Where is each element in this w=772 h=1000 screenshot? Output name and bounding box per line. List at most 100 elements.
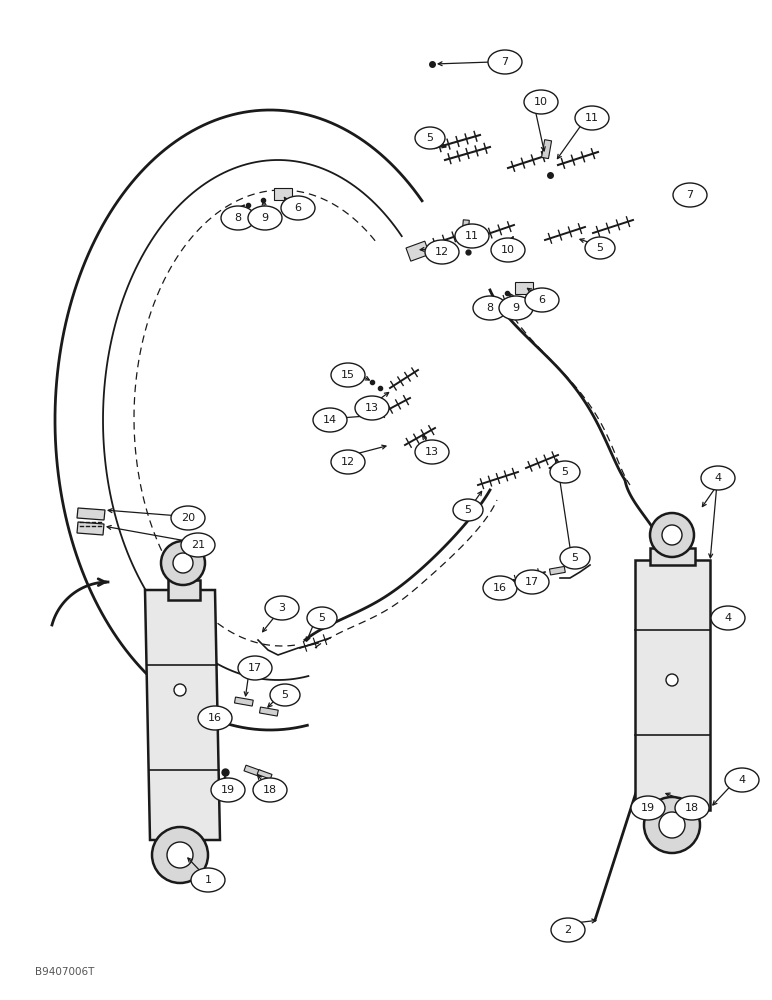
- Ellipse shape: [355, 396, 389, 420]
- Circle shape: [152, 827, 208, 883]
- Polygon shape: [635, 560, 710, 810]
- Text: 8: 8: [486, 303, 493, 313]
- Circle shape: [662, 525, 682, 545]
- Circle shape: [644, 797, 700, 853]
- Text: 10: 10: [501, 245, 515, 255]
- Ellipse shape: [701, 466, 735, 490]
- Text: 17: 17: [248, 663, 262, 673]
- Text: 13: 13: [365, 403, 379, 413]
- Circle shape: [174, 684, 186, 696]
- Text: 21: 21: [191, 540, 205, 550]
- Circle shape: [173, 553, 193, 573]
- Text: 6: 6: [539, 295, 546, 305]
- Circle shape: [659, 812, 685, 838]
- Polygon shape: [639, 790, 654, 799]
- Ellipse shape: [415, 127, 445, 149]
- Text: 3: 3: [279, 603, 286, 613]
- Ellipse shape: [198, 706, 232, 730]
- Polygon shape: [235, 697, 253, 706]
- Text: 16: 16: [208, 713, 222, 723]
- Text: 7: 7: [686, 190, 693, 200]
- Text: 12: 12: [435, 247, 449, 257]
- Ellipse shape: [575, 106, 609, 130]
- Text: 15: 15: [341, 370, 355, 380]
- Text: B9407006T: B9407006T: [35, 967, 94, 977]
- Ellipse shape: [551, 918, 585, 942]
- Polygon shape: [77, 522, 104, 535]
- Text: 10: 10: [534, 97, 548, 107]
- Ellipse shape: [453, 499, 483, 521]
- Text: 5: 5: [465, 505, 472, 515]
- Text: 4: 4: [714, 473, 722, 483]
- Ellipse shape: [585, 237, 615, 259]
- Polygon shape: [77, 508, 105, 520]
- FancyBboxPatch shape: [515, 282, 533, 294]
- Text: 5: 5: [282, 690, 289, 700]
- Ellipse shape: [550, 461, 580, 483]
- Ellipse shape: [725, 768, 759, 792]
- FancyBboxPatch shape: [274, 188, 292, 200]
- Text: 5: 5: [561, 467, 568, 477]
- Text: 19: 19: [641, 803, 655, 813]
- Polygon shape: [259, 707, 278, 716]
- Ellipse shape: [560, 547, 590, 569]
- Text: 9: 9: [262, 213, 269, 223]
- Text: 12: 12: [341, 457, 355, 467]
- Text: 18: 18: [685, 803, 699, 813]
- Circle shape: [161, 541, 205, 585]
- Text: 16: 16: [493, 583, 507, 593]
- Text: 14: 14: [323, 415, 337, 425]
- Ellipse shape: [675, 796, 709, 820]
- Ellipse shape: [483, 576, 517, 600]
- Ellipse shape: [425, 240, 459, 264]
- Ellipse shape: [525, 288, 559, 312]
- Polygon shape: [462, 220, 469, 235]
- Text: 9: 9: [513, 303, 520, 313]
- Text: 6: 6: [294, 203, 302, 213]
- Ellipse shape: [515, 570, 549, 594]
- Text: 5: 5: [319, 613, 326, 623]
- Polygon shape: [168, 580, 200, 600]
- Polygon shape: [650, 548, 695, 565]
- Text: 5: 5: [426, 133, 434, 143]
- Text: 17: 17: [525, 577, 539, 587]
- Ellipse shape: [331, 450, 365, 474]
- Polygon shape: [541, 140, 551, 159]
- Ellipse shape: [631, 796, 665, 820]
- Ellipse shape: [473, 296, 507, 320]
- Ellipse shape: [673, 183, 707, 207]
- Bar: [406, 241, 429, 261]
- Ellipse shape: [181, 533, 215, 557]
- Ellipse shape: [488, 50, 522, 74]
- Ellipse shape: [265, 596, 299, 620]
- Ellipse shape: [171, 506, 205, 530]
- Ellipse shape: [499, 296, 533, 320]
- Polygon shape: [257, 770, 272, 779]
- Ellipse shape: [491, 238, 525, 262]
- Ellipse shape: [415, 440, 449, 464]
- Ellipse shape: [253, 778, 287, 802]
- Polygon shape: [145, 590, 220, 840]
- Ellipse shape: [331, 363, 365, 387]
- Text: 2: 2: [564, 925, 571, 935]
- Ellipse shape: [455, 224, 489, 248]
- Ellipse shape: [248, 206, 282, 230]
- Ellipse shape: [221, 206, 255, 230]
- Ellipse shape: [211, 778, 245, 802]
- Text: 11: 11: [465, 231, 479, 241]
- Text: 18: 18: [263, 785, 277, 795]
- Text: 5: 5: [571, 553, 578, 563]
- Text: 7: 7: [502, 57, 509, 67]
- Text: 8: 8: [235, 213, 242, 223]
- Ellipse shape: [711, 606, 745, 630]
- Text: 19: 19: [221, 785, 235, 795]
- Text: 13: 13: [425, 447, 439, 457]
- Text: 11: 11: [585, 113, 599, 123]
- Polygon shape: [244, 765, 261, 776]
- Ellipse shape: [307, 607, 337, 629]
- Polygon shape: [659, 788, 674, 797]
- Polygon shape: [550, 566, 565, 575]
- Text: 5: 5: [597, 243, 604, 253]
- Ellipse shape: [281, 196, 315, 220]
- Text: 20: 20: [181, 513, 195, 523]
